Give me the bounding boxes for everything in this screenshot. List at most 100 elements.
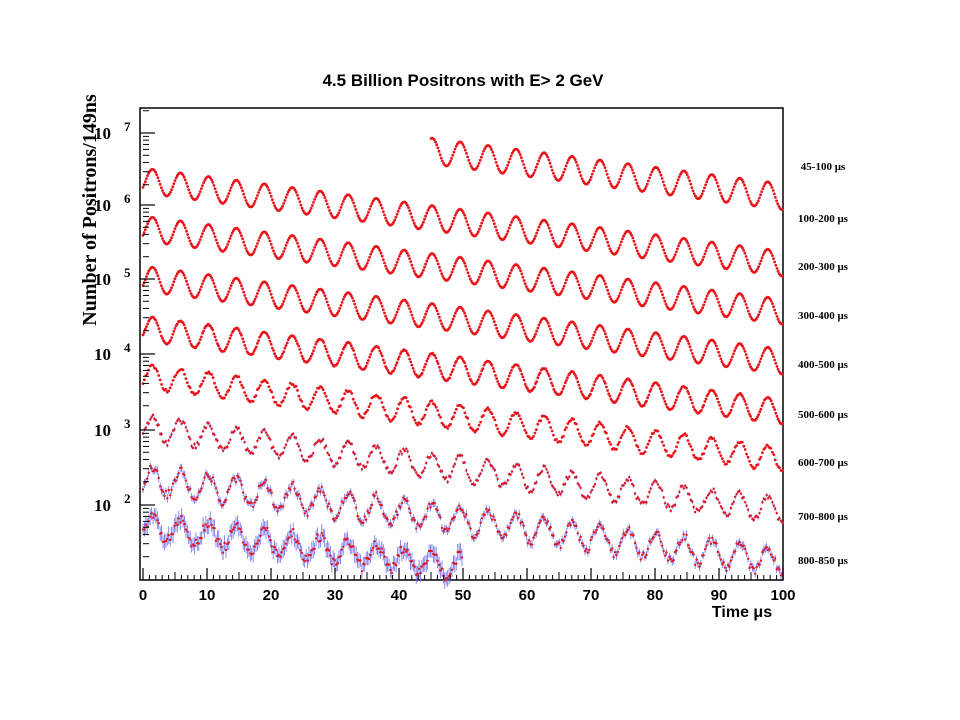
data-point bbox=[354, 403, 358, 407]
data-point bbox=[542, 516, 545, 519]
data-point bbox=[437, 514, 441, 517]
data-point bbox=[145, 275, 148, 278]
data-point bbox=[647, 245, 651, 249]
data-point bbox=[499, 534, 502, 537]
data-point bbox=[283, 396, 286, 399]
data-point bbox=[281, 252, 284, 256]
data-point bbox=[615, 447, 618, 451]
data-point bbox=[506, 229, 510, 233]
data-point bbox=[443, 477, 446, 481]
data-point bbox=[397, 305, 401, 308]
data-point bbox=[415, 471, 418, 474]
data-point bbox=[535, 428, 538, 432]
data-point bbox=[352, 496, 355, 500]
data-point bbox=[769, 349, 773, 353]
data-point bbox=[776, 566, 780, 569]
data-point bbox=[545, 369, 549, 373]
data-point bbox=[761, 301, 765, 305]
data-point bbox=[589, 439, 593, 443]
data-point bbox=[740, 178, 744, 182]
data-point bbox=[344, 441, 348, 445]
data-point bbox=[297, 245, 300, 248]
data-point bbox=[406, 450, 409, 453]
data-point bbox=[601, 327, 605, 330]
data-point bbox=[725, 462, 728, 466]
data-point bbox=[649, 435, 653, 439]
data-point bbox=[625, 530, 628, 533]
data-point bbox=[673, 550, 677, 554]
data-point bbox=[420, 271, 424, 275]
data-point bbox=[349, 196, 353, 200]
data-point bbox=[659, 487, 662, 490]
data-point bbox=[230, 183, 234, 187]
data-point bbox=[560, 340, 564, 343]
data-point bbox=[644, 351, 647, 355]
data-point bbox=[505, 166, 508, 170]
data-point bbox=[756, 463, 760, 466]
data-point bbox=[603, 282, 607, 286]
data-point bbox=[337, 309, 341, 313]
data-point bbox=[573, 272, 576, 276]
data-point bbox=[740, 440, 744, 444]
data-point bbox=[280, 304, 283, 308]
data-point bbox=[299, 301, 303, 305]
data-point bbox=[308, 307, 312, 311]
data-point bbox=[449, 225, 453, 229]
data-point bbox=[612, 555, 615, 559]
data-point bbox=[522, 329, 526, 332]
data-point bbox=[466, 521, 469, 524]
data-point bbox=[593, 483, 597, 486]
data-point bbox=[579, 535, 582, 539]
data-point bbox=[563, 281, 567, 285]
data-point bbox=[190, 445, 193, 448]
data-point bbox=[369, 402, 372, 406]
data-point bbox=[669, 557, 672, 561]
data-point bbox=[426, 209, 430, 212]
data-point bbox=[599, 523, 602, 527]
data-point bbox=[369, 252, 373, 256]
data-point bbox=[323, 344, 327, 348]
data-point bbox=[479, 420, 482, 424]
data-point bbox=[197, 390, 201, 393]
data-point bbox=[213, 381, 216, 385]
data-point bbox=[210, 178, 214, 182]
data-point bbox=[594, 230, 598, 233]
data-point bbox=[441, 325, 445, 328]
data-point bbox=[563, 167, 567, 171]
data-point bbox=[516, 411, 520, 415]
data-point bbox=[751, 465, 754, 469]
data-point bbox=[405, 447, 408, 450]
data-point bbox=[380, 254, 384, 258]
data-point bbox=[685, 287, 688, 291]
data-point bbox=[411, 267, 415, 270]
data-point bbox=[257, 289, 260, 292]
data-point bbox=[302, 506, 305, 510]
data-point bbox=[151, 363, 155, 367]
data-point bbox=[587, 294, 591, 298]
data-point bbox=[703, 186, 706, 190]
data-point bbox=[522, 424, 525, 428]
data-point bbox=[648, 490, 651, 494]
data-point bbox=[369, 452, 372, 455]
data-point bbox=[735, 444, 738, 447]
data-point bbox=[420, 371, 424, 375]
data-point bbox=[146, 222, 150, 226]
data-point bbox=[167, 488, 170, 492]
data-point bbox=[657, 168, 661, 172]
data-point bbox=[657, 384, 661, 388]
data-point bbox=[273, 204, 276, 208]
data-point bbox=[171, 233, 175, 237]
data-point bbox=[367, 511, 371, 515]
data-point bbox=[656, 530, 660, 534]
data-point bbox=[368, 355, 371, 359]
data-point bbox=[673, 401, 677, 405]
data-point bbox=[717, 400, 720, 404]
data-point bbox=[565, 278, 568, 282]
data-point bbox=[269, 194, 273, 198]
data-point bbox=[687, 342, 691, 346]
data-point bbox=[508, 157, 512, 161]
data-point bbox=[741, 344, 744, 348]
data-point bbox=[240, 186, 243, 190]
data-point bbox=[665, 505, 668, 509]
data-point bbox=[637, 300, 640, 303]
